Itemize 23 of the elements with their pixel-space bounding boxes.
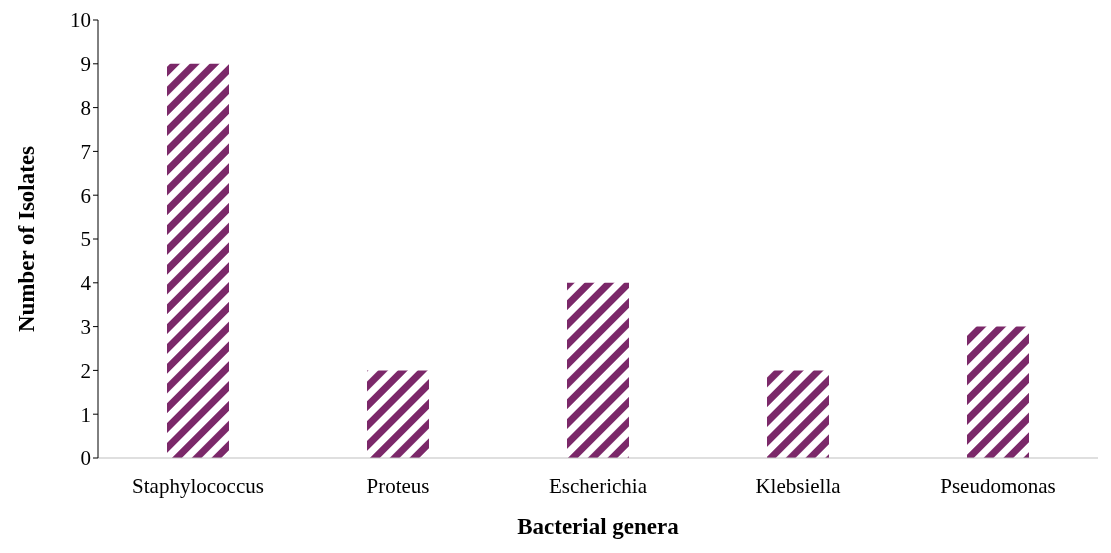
- y-tick-label: 8: [80, 96, 91, 121]
- bar: [567, 282, 629, 458]
- y-tick-label: 1: [80, 402, 91, 427]
- y-tick-label: 2: [80, 358, 91, 383]
- bar: [967, 326, 1029, 458]
- x-tick-label: Pseudomonas: [940, 473, 1056, 498]
- y-tick-label: 7: [80, 139, 91, 164]
- y-tick-label: 9: [80, 52, 91, 77]
- y-axis-title: Number of Isolates: [14, 145, 40, 333]
- y-tick-label: 3: [80, 315, 91, 340]
- x-tick-label: Staphylococcus: [132, 473, 264, 498]
- bar: [367, 370, 429, 458]
- y-tick-label: 10: [70, 8, 91, 33]
- y-tick-label: 4: [80, 271, 92, 296]
- y-tick-label: 0: [80, 446, 91, 471]
- x-tick-label: Proteus: [366, 473, 430, 498]
- bar: [167, 63, 229, 458]
- y-tick-label: 6: [80, 183, 91, 208]
- x-tick-label: Escherichia: [549, 473, 648, 498]
- y-tick-label: 5: [80, 227, 91, 252]
- x-axis-title: Bacterial genera: [517, 514, 680, 539]
- x-tick-label: Klebsiella: [755, 473, 842, 498]
- bar: [767, 370, 829, 458]
